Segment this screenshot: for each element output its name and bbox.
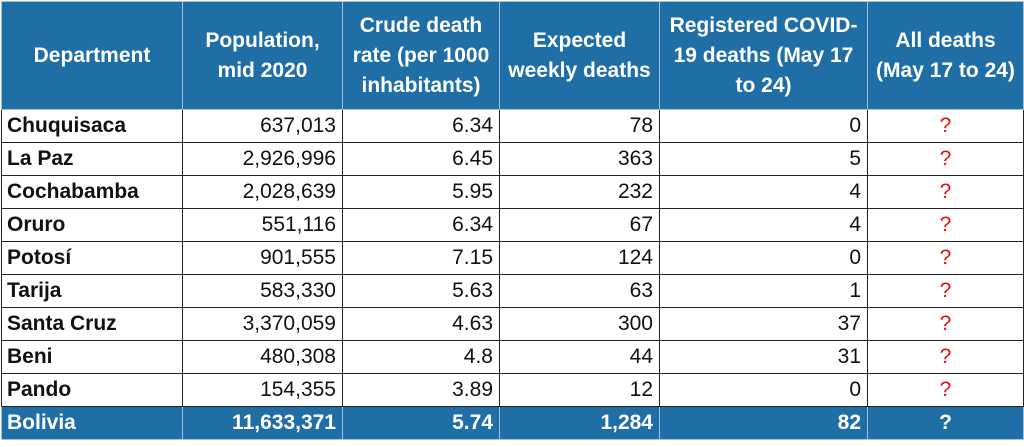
cell-department: Potosí xyxy=(1,241,183,275)
header-crude-death-rate: Crude death rate (per 1000 inhabitants) xyxy=(342,1,500,110)
table-row: Chuquisaca 637,013 6.34 78 0 ? xyxy=(1,109,1024,143)
cell-crude-rate: 6.34 xyxy=(342,208,500,242)
total-all-deaths: ? xyxy=(867,406,1024,440)
cell-covid: 1 xyxy=(659,274,868,308)
cell-all-deaths: ? xyxy=(867,241,1024,275)
table-row: La Paz 2,926,996 6.45 363 5 ? xyxy=(1,142,1024,176)
table-row: Cochabamba 2,028,639 5.95 232 4 ? xyxy=(1,175,1024,209)
cell-expected: 300 xyxy=(499,307,660,341)
cell-expected: 124 xyxy=(499,241,660,275)
table-row: Tarija 583,330 5.63 63 1 ? xyxy=(1,274,1024,308)
cell-all-deaths: ? xyxy=(867,175,1024,209)
cell-crude-rate: 6.34 xyxy=(342,109,500,143)
header-row: Department Population, mid 2020 Crude de… xyxy=(1,1,1024,110)
cell-covid: 31 xyxy=(659,340,868,374)
cell-expected: 67 xyxy=(499,208,660,242)
cell-all-deaths: ? xyxy=(867,307,1024,341)
cell-expected: 78 xyxy=(499,109,660,143)
cell-covid: 4 xyxy=(659,175,868,209)
cell-population: 3,370,059 xyxy=(182,307,343,341)
cell-all-deaths: ? xyxy=(867,109,1024,143)
cell-expected: 363 xyxy=(499,142,660,176)
cell-covid: 0 xyxy=(659,241,868,275)
cell-covid: 0 xyxy=(659,109,868,143)
cell-department: Pando xyxy=(1,373,183,407)
cell-covid: 0 xyxy=(659,373,868,407)
table-body: Chuquisaca 637,013 6.34 78 0 ? La Paz 2,… xyxy=(1,109,1024,440)
cell-all-deaths: ? xyxy=(867,142,1024,176)
cell-department: Chuquisaca xyxy=(1,109,183,143)
cell-covid: 4 xyxy=(659,208,868,242)
cell-all-deaths: ? xyxy=(867,208,1024,242)
cell-crude-rate: 7.15 xyxy=(342,241,500,275)
cell-department: Cochabamba xyxy=(1,175,183,209)
cell-crude-rate: 4.8 xyxy=(342,340,500,374)
table-row: Beni 480,308 4.8 44 31 ? xyxy=(1,340,1024,374)
cell-population: 637,013 xyxy=(182,109,343,143)
cell-expected: 12 xyxy=(499,373,660,407)
cell-population: 583,330 xyxy=(182,274,343,308)
cell-crude-rate: 6.45 xyxy=(342,142,500,176)
total-expected: 1,284 xyxy=(499,406,660,440)
header-all-deaths: All deaths (May 17 to 24) xyxy=(867,1,1024,110)
cell-all-deaths: ? xyxy=(867,274,1024,308)
total-crude-rate: 5.74 xyxy=(342,406,500,440)
table-row: Oruro 551,116 6.34 67 4 ? xyxy=(1,208,1024,242)
header-expected-weekly-deaths: Expected weekly deaths xyxy=(499,1,660,110)
table-header: Department Population, mid 2020 Crude de… xyxy=(1,1,1024,110)
cell-population: 2,926,996 xyxy=(182,142,343,176)
cell-department: Beni xyxy=(1,340,183,374)
cell-covid: 37 xyxy=(659,307,868,341)
cell-expected: 232 xyxy=(499,175,660,209)
cell-all-deaths: ? xyxy=(867,340,1024,374)
total-row: Bolivia 11,633,371 5.74 1,284 82 ? xyxy=(1,406,1024,440)
cell-department: Oruro xyxy=(1,208,183,242)
total-covid: 82 xyxy=(659,406,868,440)
cell-crude-rate: 5.95 xyxy=(342,175,500,209)
cell-population: 551,116 xyxy=(182,208,343,242)
table-row: Santa Cruz 3,370,059 4.63 300 37 ? xyxy=(1,307,1024,341)
cell-expected: 44 xyxy=(499,340,660,374)
table-row: Pando 154,355 3.89 12 0 ? xyxy=(1,373,1024,407)
cell-population: 901,555 xyxy=(182,241,343,275)
cell-department: Tarija xyxy=(1,274,183,308)
table-row: Potosí 901,555 7.15 124 0 ? xyxy=(1,241,1024,275)
header-registered-covid-deaths: Registered COVID-19 deaths (May 17 to 24… xyxy=(659,1,868,110)
total-population: 11,633,371 xyxy=(182,406,343,440)
cell-department: Santa Cruz xyxy=(1,307,183,341)
cell-all-deaths: ? xyxy=(867,373,1024,407)
header-department: Department xyxy=(1,1,183,110)
cell-crude-rate: 5.63 xyxy=(342,274,500,308)
cell-expected: 63 xyxy=(499,274,660,308)
cell-population: 2,028,639 xyxy=(182,175,343,209)
cell-crude-rate: 3.89 xyxy=(342,373,500,407)
cell-population: 480,308 xyxy=(182,340,343,374)
header-population: Population, mid 2020 xyxy=(182,1,343,110)
total-department: Bolivia xyxy=(1,406,183,440)
cell-covid: 5 xyxy=(659,142,868,176)
cell-crude-rate: 4.63 xyxy=(342,307,500,341)
cell-department: La Paz xyxy=(1,142,183,176)
cell-population: 154,355 xyxy=(182,373,343,407)
